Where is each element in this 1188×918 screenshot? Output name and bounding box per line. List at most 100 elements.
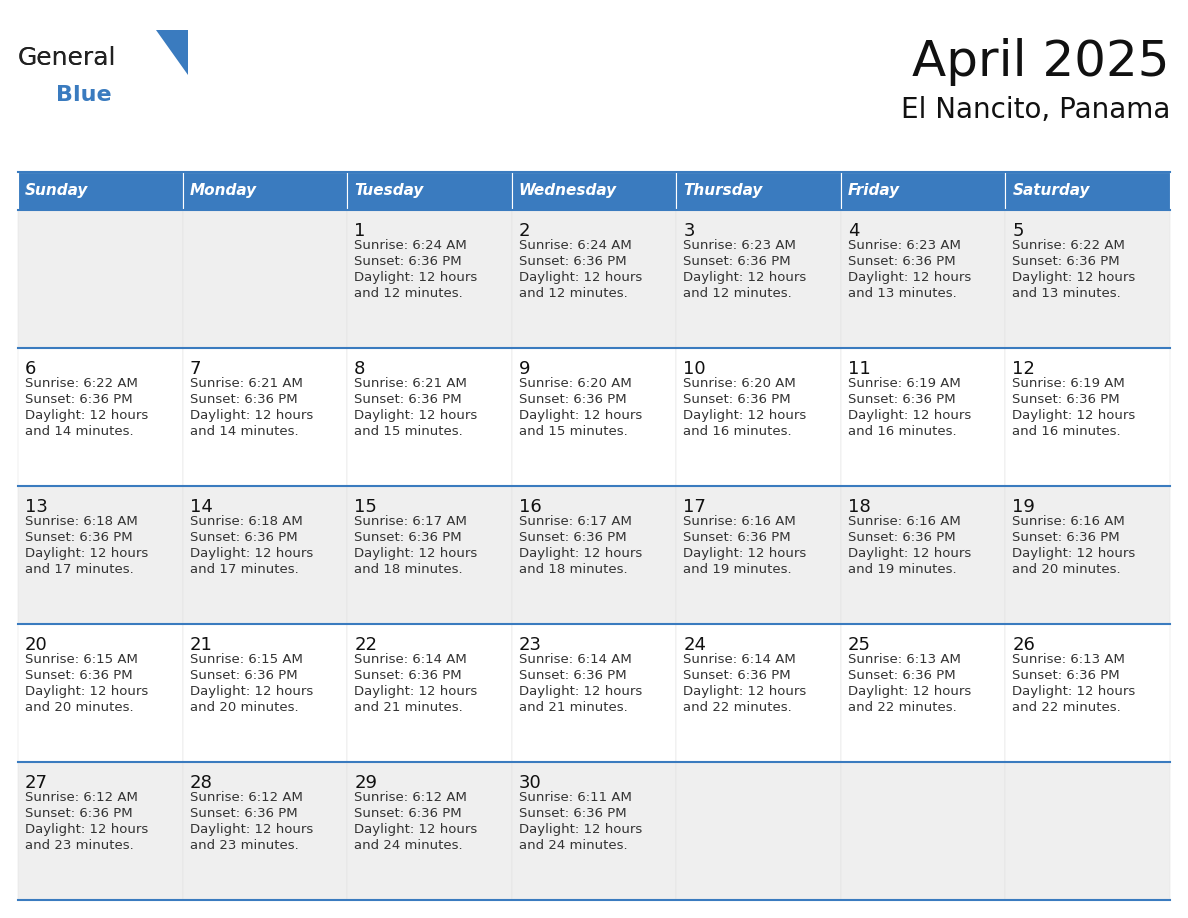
Text: Sunset: 6:36 PM: Sunset: 6:36 PM: [25, 669, 133, 682]
Bar: [183, 172, 347, 210]
Text: Daylight: 12 hours: Daylight: 12 hours: [848, 271, 971, 284]
Text: Sunrise: 6:16 AM: Sunrise: 6:16 AM: [1012, 515, 1125, 528]
Text: 11: 11: [848, 360, 871, 378]
Text: Thursday: Thursday: [683, 184, 763, 198]
Text: General: General: [18, 46, 116, 70]
Text: and 18 minutes.: and 18 minutes.: [354, 563, 463, 576]
Text: 8: 8: [354, 360, 366, 378]
Text: 22: 22: [354, 636, 377, 654]
Text: 10: 10: [683, 360, 706, 378]
Bar: [18, 486, 183, 624]
Text: and 22 minutes.: and 22 minutes.: [683, 701, 792, 714]
Text: Sunrise: 6:20 AM: Sunrise: 6:20 AM: [683, 377, 796, 390]
Text: 14: 14: [190, 498, 213, 516]
Text: and 23 minutes.: and 23 minutes.: [25, 839, 134, 852]
Bar: [1005, 624, 1170, 762]
Text: Sunrise: 6:17 AM: Sunrise: 6:17 AM: [354, 515, 467, 528]
Text: 5: 5: [1012, 222, 1024, 240]
Bar: [1005, 210, 1170, 348]
Text: 25: 25: [848, 636, 871, 654]
Text: Sunset: 6:36 PM: Sunset: 6:36 PM: [354, 669, 462, 682]
Text: 13: 13: [25, 498, 48, 516]
Bar: [18, 348, 183, 486]
Text: Daylight: 12 hours: Daylight: 12 hours: [1012, 271, 1136, 284]
Text: Sunset: 6:36 PM: Sunset: 6:36 PM: [354, 807, 462, 820]
Bar: [841, 762, 1005, 900]
Text: Daylight: 12 hours: Daylight: 12 hours: [25, 823, 148, 836]
Text: Sunrise: 6:24 AM: Sunrise: 6:24 AM: [354, 239, 467, 252]
Text: 15: 15: [354, 498, 377, 516]
Text: 3: 3: [683, 222, 695, 240]
Text: Sunrise: 6:21 AM: Sunrise: 6:21 AM: [354, 377, 467, 390]
Text: Sunset: 6:36 PM: Sunset: 6:36 PM: [848, 669, 955, 682]
Text: Daylight: 12 hours: Daylight: 12 hours: [25, 409, 148, 422]
Text: Sunset: 6:36 PM: Sunset: 6:36 PM: [519, 669, 626, 682]
Text: and 13 minutes.: and 13 minutes.: [1012, 287, 1121, 300]
Text: April 2025: April 2025: [912, 38, 1170, 86]
Text: Sunset: 6:36 PM: Sunset: 6:36 PM: [25, 393, 133, 406]
Text: Friday: Friday: [848, 184, 901, 198]
Text: Sunrise: 6:14 AM: Sunrise: 6:14 AM: [683, 653, 796, 666]
Text: Sunday: Sunday: [25, 184, 88, 198]
Text: and 12 minutes.: and 12 minutes.: [519, 287, 627, 300]
Text: Daylight: 12 hours: Daylight: 12 hours: [1012, 547, 1136, 560]
Text: Sunrise: 6:11 AM: Sunrise: 6:11 AM: [519, 791, 632, 804]
Bar: [347, 762, 512, 900]
Bar: [512, 348, 676, 486]
Text: 24: 24: [683, 636, 707, 654]
Text: Sunset: 6:36 PM: Sunset: 6:36 PM: [354, 393, 462, 406]
Text: Daylight: 12 hours: Daylight: 12 hours: [354, 547, 478, 560]
Text: Sunrise: 6:13 AM: Sunrise: 6:13 AM: [848, 653, 961, 666]
Bar: [183, 486, 347, 624]
Bar: [183, 348, 347, 486]
Text: and 16 minutes.: and 16 minutes.: [1012, 425, 1121, 438]
Text: and 16 minutes.: and 16 minutes.: [848, 425, 956, 438]
Bar: [183, 762, 347, 900]
Text: and 12 minutes.: and 12 minutes.: [354, 287, 463, 300]
Bar: [347, 172, 512, 210]
Text: Daylight: 12 hours: Daylight: 12 hours: [683, 271, 807, 284]
Bar: [18, 210, 183, 348]
Text: Blue: Blue: [56, 85, 112, 105]
Polygon shape: [156, 30, 188, 75]
Text: and 20 minutes.: and 20 minutes.: [1012, 563, 1121, 576]
Text: Daylight: 12 hours: Daylight: 12 hours: [190, 547, 312, 560]
Text: Sunset: 6:36 PM: Sunset: 6:36 PM: [683, 669, 791, 682]
Text: Daylight: 12 hours: Daylight: 12 hours: [519, 409, 642, 422]
Text: Daylight: 12 hours: Daylight: 12 hours: [683, 409, 807, 422]
Text: Sunrise: 6:13 AM: Sunrise: 6:13 AM: [1012, 653, 1125, 666]
Text: Daylight: 12 hours: Daylight: 12 hours: [848, 409, 971, 422]
Text: Daylight: 12 hours: Daylight: 12 hours: [519, 271, 642, 284]
Text: 27: 27: [25, 774, 48, 792]
Text: 2: 2: [519, 222, 530, 240]
Text: Sunset: 6:36 PM: Sunset: 6:36 PM: [25, 807, 133, 820]
Text: Monday: Monday: [190, 184, 257, 198]
Text: Sunset: 6:36 PM: Sunset: 6:36 PM: [1012, 393, 1120, 406]
Text: Daylight: 12 hours: Daylight: 12 hours: [519, 547, 642, 560]
Text: Sunrise: 6:20 AM: Sunrise: 6:20 AM: [519, 377, 632, 390]
Text: Sunset: 6:36 PM: Sunset: 6:36 PM: [1012, 531, 1120, 544]
Text: Sunrise: 6:18 AM: Sunrise: 6:18 AM: [190, 515, 302, 528]
Text: Sunset: 6:36 PM: Sunset: 6:36 PM: [190, 531, 297, 544]
Text: Sunrise: 6:12 AM: Sunrise: 6:12 AM: [190, 791, 303, 804]
Text: Daylight: 12 hours: Daylight: 12 hours: [848, 547, 971, 560]
Bar: [512, 624, 676, 762]
Bar: [841, 486, 1005, 624]
Text: and 17 minutes.: and 17 minutes.: [25, 563, 134, 576]
Text: Sunset: 6:36 PM: Sunset: 6:36 PM: [354, 255, 462, 268]
Text: Sunset: 6:36 PM: Sunset: 6:36 PM: [848, 393, 955, 406]
Text: Sunrise: 6:22 AM: Sunrise: 6:22 AM: [1012, 239, 1125, 252]
Text: Sunrise: 6:12 AM: Sunrise: 6:12 AM: [354, 791, 467, 804]
Text: Daylight: 12 hours: Daylight: 12 hours: [1012, 409, 1136, 422]
Bar: [841, 210, 1005, 348]
Bar: [18, 762, 183, 900]
Text: and 13 minutes.: and 13 minutes.: [848, 287, 956, 300]
Text: 6: 6: [25, 360, 37, 378]
Text: Daylight: 12 hours: Daylight: 12 hours: [683, 685, 807, 698]
Bar: [841, 624, 1005, 762]
Text: and 20 minutes.: and 20 minutes.: [190, 701, 298, 714]
Bar: [676, 210, 841, 348]
Text: and 16 minutes.: and 16 minutes.: [683, 425, 792, 438]
Text: Sunrise: 6:15 AM: Sunrise: 6:15 AM: [25, 653, 138, 666]
Text: 28: 28: [190, 774, 213, 792]
